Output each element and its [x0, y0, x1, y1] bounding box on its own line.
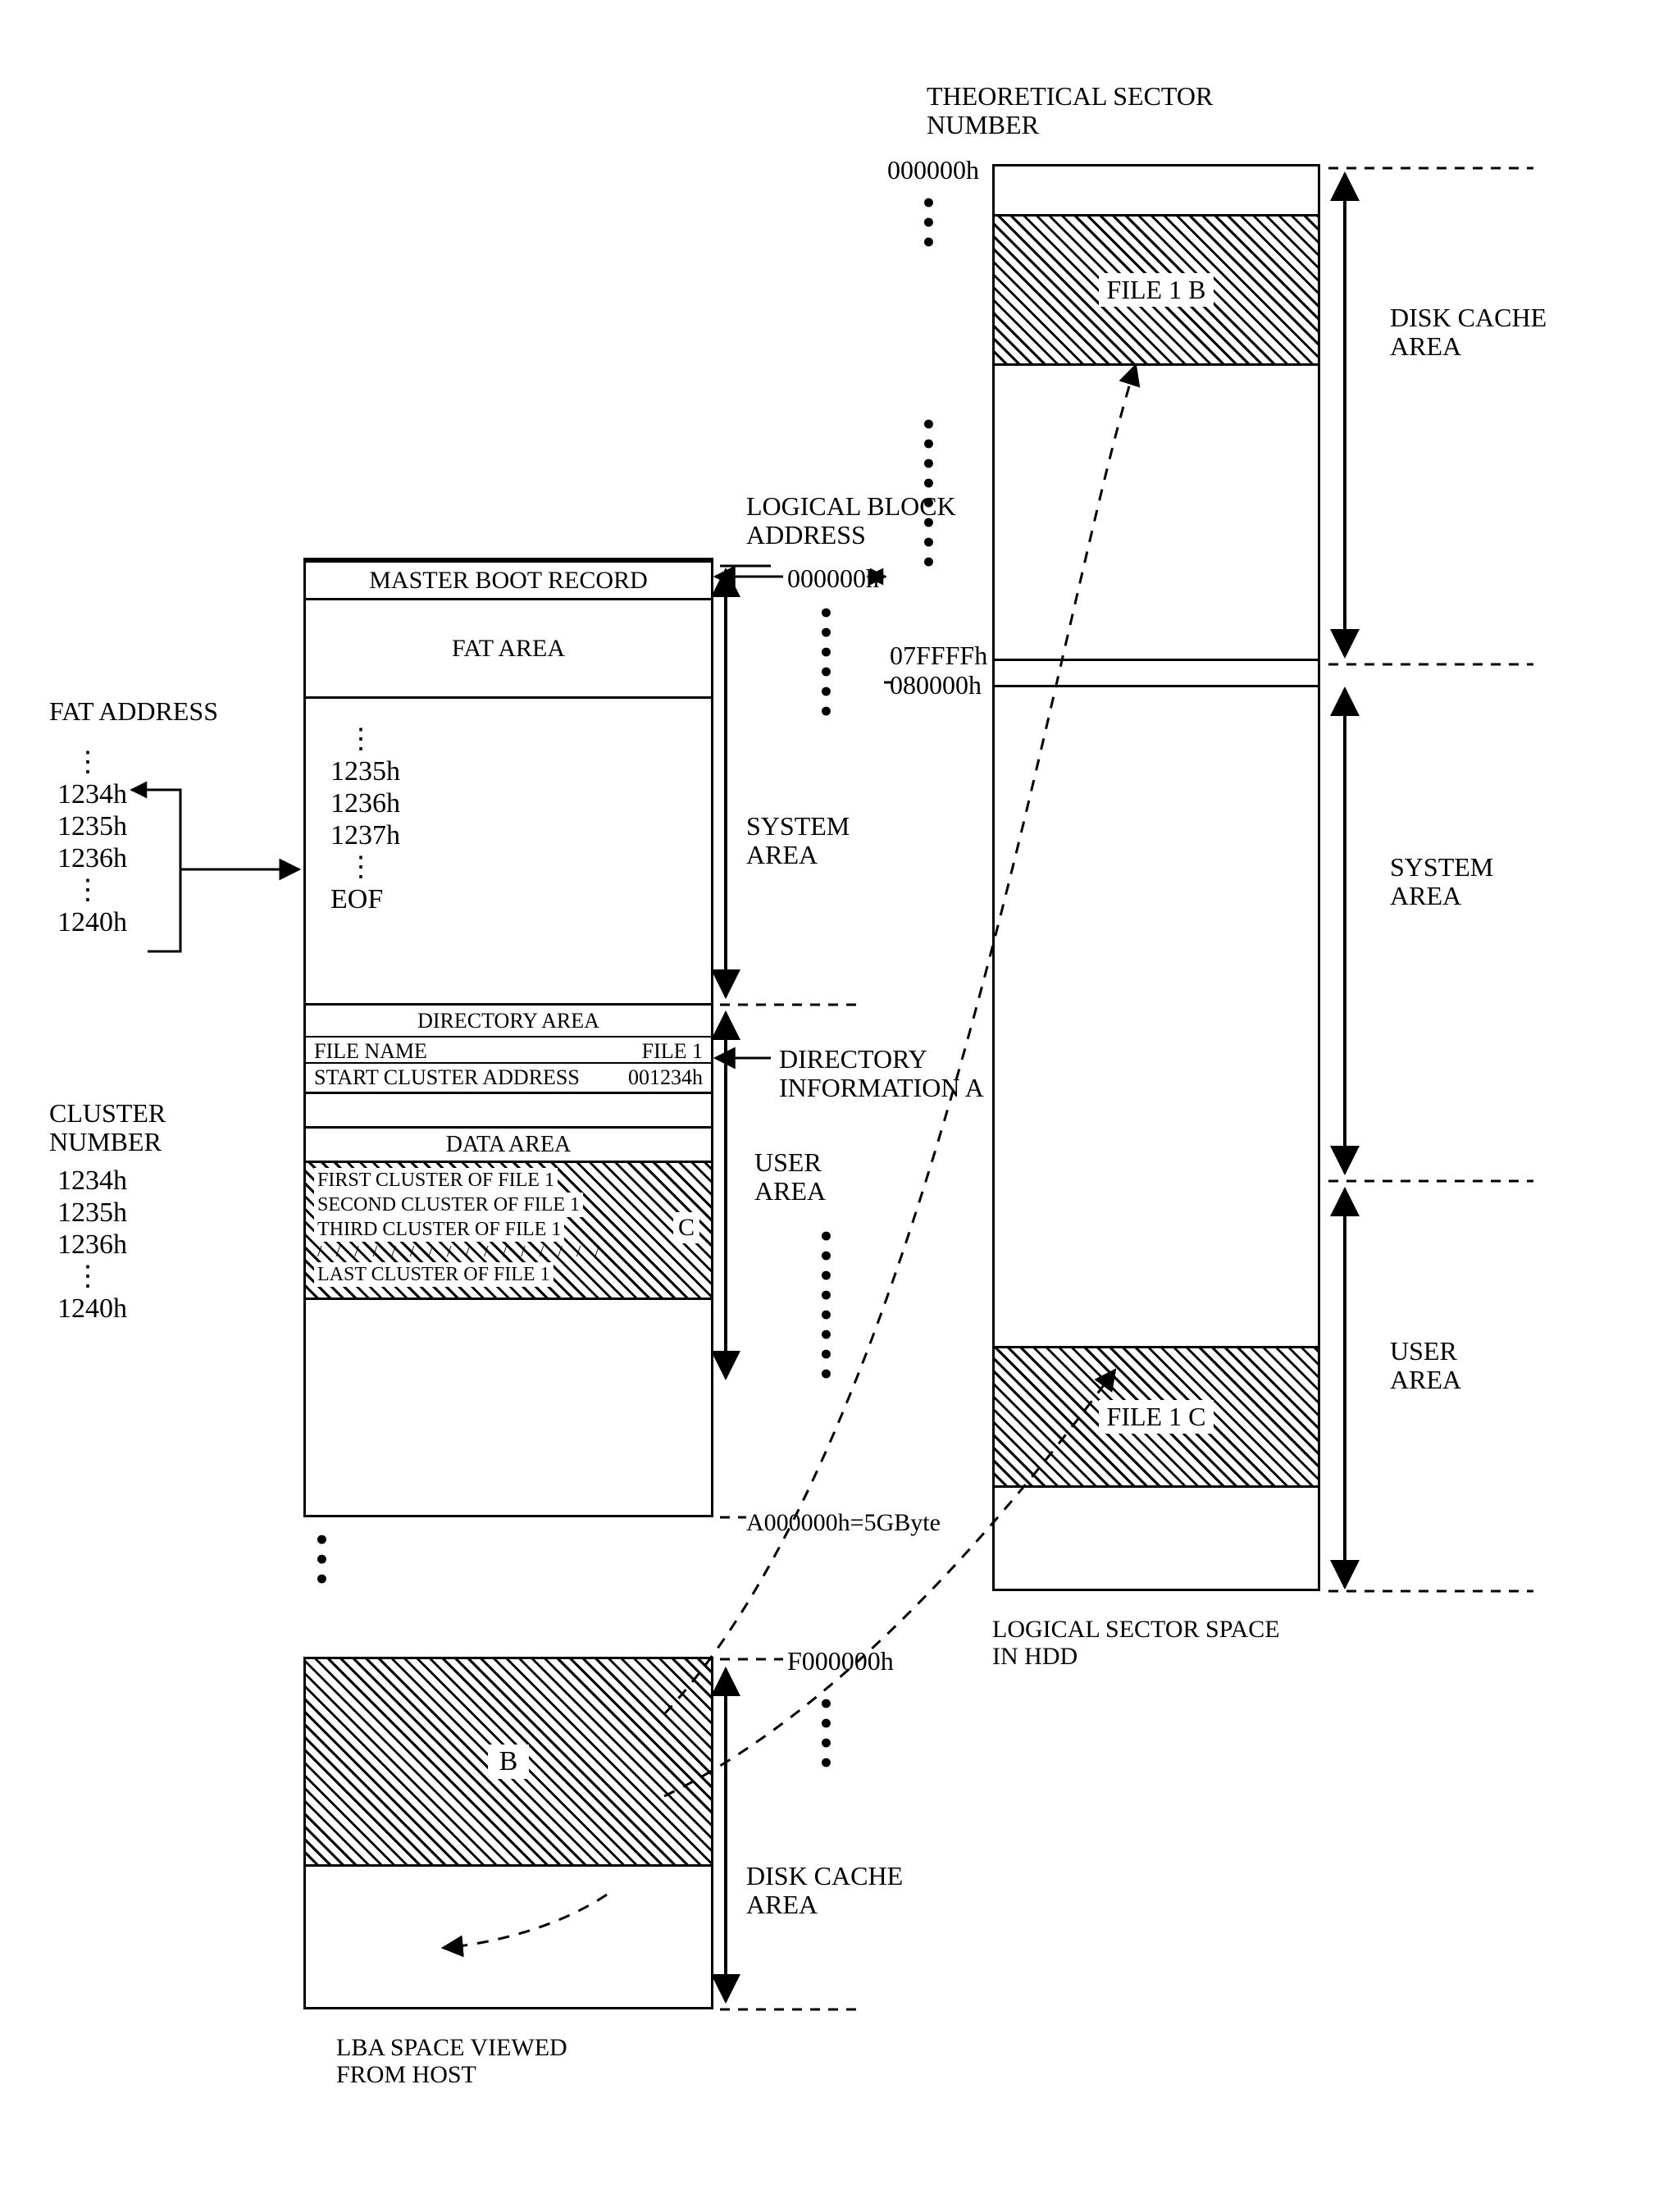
- vdots-6: • • •: [316, 1534, 327, 1585]
- dir-sca-row: START CLUSTER ADDRESS 001234h: [306, 1062, 711, 1094]
- dir-sca-value: 001234h: [628, 1065, 703, 1090]
- dir-sca-label: START CLUSTER ADDRESS: [314, 1065, 580, 1090]
- file1c-label: FILE 1 C: [1099, 1400, 1214, 1434]
- fa-1: 1235h: [57, 810, 127, 842]
- cluster-number-list: 1234h 1235h 1236h ⋮ 1240h: [57, 1165, 127, 1325]
- tsn-box: FILE 1 B FILE 1 C: [992, 164, 1320, 1591]
- lba-b-box: B: [303, 1657, 713, 2009]
- lba-dirinfo-label: DIRECTORY INFORMATION A: [779, 1045, 984, 1102]
- fa-3: 1240h: [57, 906, 127, 938]
- b-block-tag: B: [488, 1745, 530, 1779]
- cn-0: 1234h: [57, 1165, 127, 1197]
- cluster-3: LAST CLUSTER OF FILE 1: [314, 1262, 554, 1287]
- fat-area-section: FAT AREA: [306, 598, 711, 696]
- fat-address-list: ⋮ 1234h 1235h 1236h ⋮ 1240h: [57, 746, 127, 939]
- dir-fn-value: FILE 1: [642, 1039, 703, 1064]
- cluster-0: FIRST CLUSTER OF FILE 1: [314, 1168, 558, 1193]
- tsn-heading: THEORETICAL SECTOR NUMBER: [927, 82, 1213, 139]
- tsn-addr-000000: 000000h: [887, 156, 979, 185]
- lba-addr-a000000: A000000h=5GByte: [746, 1509, 941, 1536]
- vdots-3: • • • • • •: [820, 607, 832, 717]
- dir-filename-row: FILE NAME FILE 1: [306, 1036, 711, 1065]
- cn-3: 1240h: [57, 1293, 127, 1325]
- clusters-block: FIRST CLUSTER OF FILE 1 SECOND CLUSTER O…: [306, 1161, 711, 1300]
- cluster-1: SECOND CLUSTER OF FILE 1: [314, 1193, 583, 1217]
- lba-box: MASTER BOOT RECORD FAT AREA ⋮ 1235h 1236…: [303, 558, 713, 1517]
- fa-0: 1234h: [57, 778, 127, 810]
- file1b-label: FILE 1 B: [1099, 273, 1214, 307]
- title-left: LBA SPACE VIEWED FROM HOST: [336, 2034, 567, 2088]
- vdots-1: • • •: [923, 197, 934, 248]
- lba-addr-000000: 000000h: [787, 564, 879, 593]
- dir-fn-label: FILE NAME: [314, 1039, 427, 1064]
- tsn-system-label: SYSTEM AREA: [1390, 853, 1493, 910]
- vdots-4: • • • • • • • •: [820, 1230, 832, 1380]
- cn-1: 1235h: [57, 1197, 127, 1229]
- file1b-block: FILE 1 B: [995, 216, 1318, 363]
- lba-addr-f000000: F000000h: [787, 1647, 894, 1676]
- fat-address-heading: FAT ADDRESS: [49, 697, 218, 726]
- b-block: B: [306, 1659, 711, 1864]
- fat-c-2: 1237h: [330, 819, 686, 851]
- tsn-addr-080000: 080000h: [890, 671, 982, 700]
- cn-2: 1236h: [57, 1229, 127, 1261]
- lba-diskcache-label: DISK CACHE AREA: [746, 1862, 903, 1919]
- fa-2: 1236h: [57, 842, 127, 874]
- tsn-disk-cache-label: DISK CACHE AREA: [1390, 303, 1547, 361]
- clusters-tag: C: [673, 1212, 699, 1243]
- mbr-section: MASTER BOOT RECORD: [306, 560, 711, 598]
- vdots-2: • • • • • • • •: [923, 418, 934, 568]
- memory-layout-diagram: THEORETICAL SECTOR NUMBER FILE 1 B FILE …: [33, 33, 1630, 2179]
- tsn-user-label: USER AREA: [1390, 1337, 1461, 1394]
- title-right: LOGICAL SECTOR SPACE IN HDD: [992, 1616, 1280, 1670]
- data-area-section: DATA AREA: [306, 1126, 711, 1161]
- vdots-5: • • • •: [820, 1698, 832, 1768]
- fat-c-eof: EOF: [330, 883, 686, 915]
- lba-system-label: SYSTEM AREA: [746, 812, 850, 869]
- cluster-number-heading: CLUSTER NUMBER: [49, 1099, 166, 1156]
- fat-c-0: 1235h: [330, 755, 686, 787]
- cluster-2: THIRD CLUSTER OF FILE 1: [314, 1217, 564, 1242]
- lba-user-label: USER AREA: [754, 1148, 826, 1206]
- file1c-block: FILE 1 C: [995, 1348, 1318, 1485]
- tsn-addr-07ffff: 07FFFFh: [890, 641, 987, 670]
- fat-contents: ⋮ 1235h 1236h 1237h ⋮ EOF: [306, 696, 711, 1003]
- directory-area-section: DIRECTORY AREA: [306, 1003, 711, 1036]
- fat-c-1: 1236h: [330, 787, 686, 819]
